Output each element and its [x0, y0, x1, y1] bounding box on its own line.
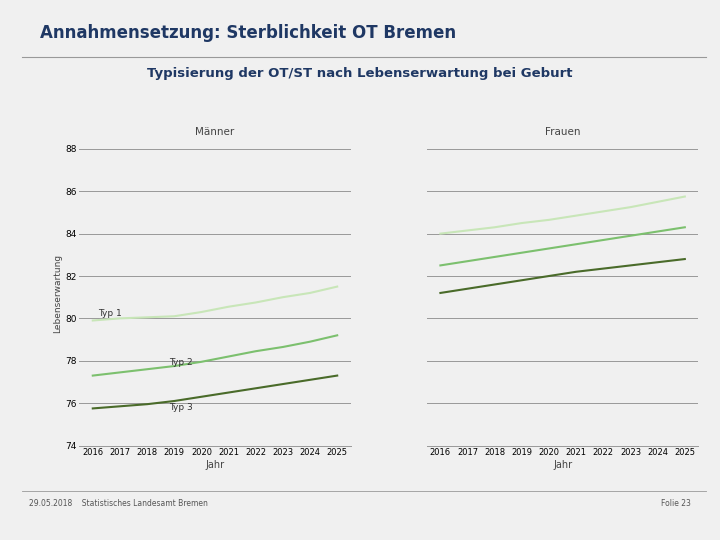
Title: Frauen: Frauen: [545, 127, 580, 137]
Text: Annahmensetzung: Sterblichkeit OT Bremen: Annahmensetzung: Sterblichkeit OT Bremen: [40, 24, 456, 42]
Y-axis label: Lebenserwartung: Lebenserwartung: [53, 253, 62, 333]
Text: Typ 1: Typ 1: [98, 309, 122, 319]
Text: 29.05.2018    Statistisches Landesamt Bremen: 29.05.2018 Statistisches Landesamt Breme…: [29, 500, 207, 509]
Text: Typisierung der OT/ST nach Lebenserwartung bei Geburt: Typisierung der OT/ST nach Lebenserwartu…: [148, 68, 572, 80]
Title: Männer: Männer: [195, 127, 235, 137]
Text: Folie 23: Folie 23: [662, 500, 691, 509]
X-axis label: Jahr: Jahr: [205, 460, 225, 470]
Text: Typ 3: Typ 3: [168, 403, 192, 412]
X-axis label: Jahr: Jahr: [553, 460, 572, 470]
Text: Typ 2: Typ 2: [168, 358, 192, 367]
